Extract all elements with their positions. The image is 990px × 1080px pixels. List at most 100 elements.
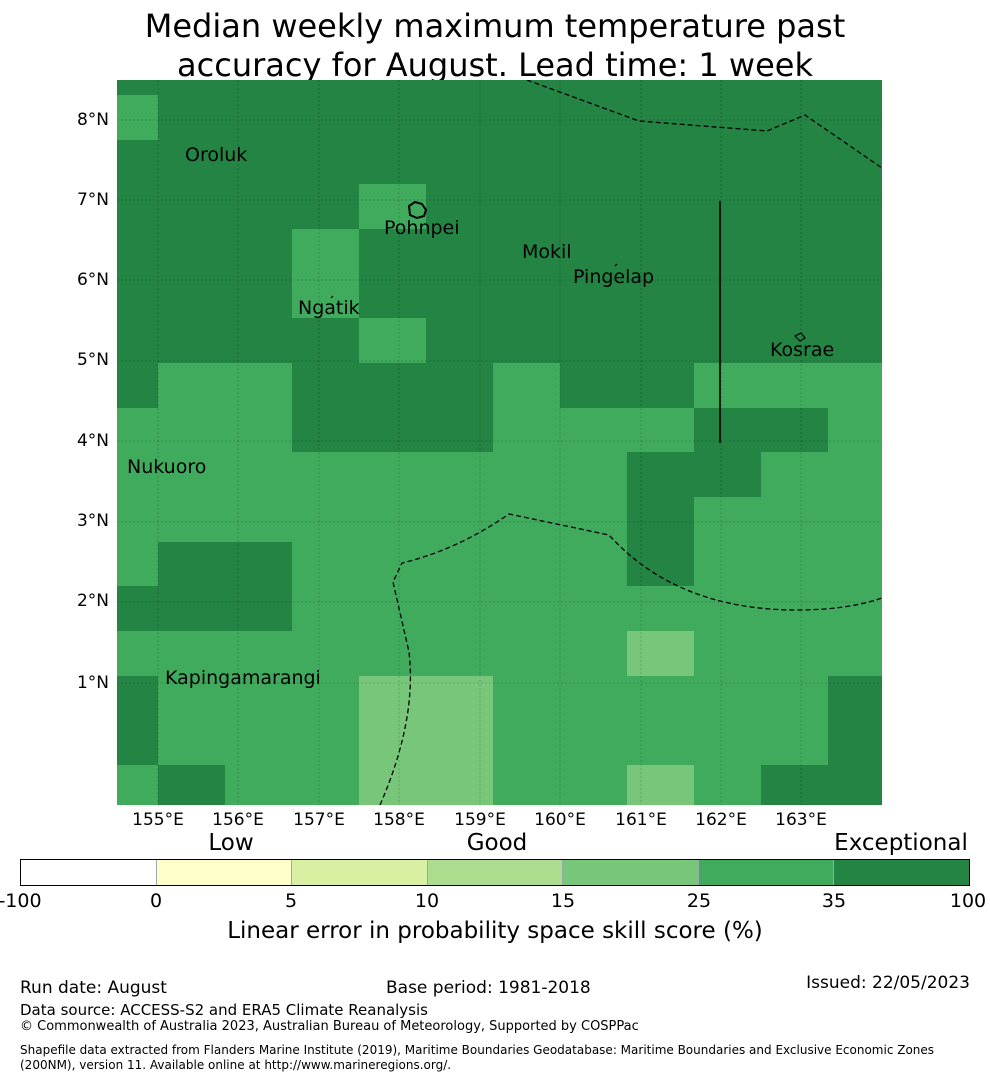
issued-date: Issued: 22/05/2023 <box>806 973 970 993</box>
skill-grid-cell <box>292 274 360 319</box>
skill-grid-cell <box>493 140 561 185</box>
skill-grid-cell <box>627 363 695 409</box>
skill-grid-cell <box>426 497 494 543</box>
skill-grid-cell <box>493 318 561 364</box>
skill-grid-cell <box>117 720 159 766</box>
skill-grid-cell <box>117 408 159 453</box>
skill-grid-cell <box>828 631 882 677</box>
skill-grid-cell <box>359 363 427 409</box>
skill-grid-cell <box>761 586 829 632</box>
skill-grid-cell <box>117 80 159 96</box>
skill-grid-cell <box>292 363 360 409</box>
lat-label-4n: 4°N <box>76 431 109 451</box>
skill-grid-cell <box>828 542 882 587</box>
skill-grid-cell <box>225 318 293 364</box>
skill-grid-cell <box>761 184 829 230</box>
skill-grid-cell <box>426 408 494 453</box>
skill-grid-cell <box>828 80 882 96</box>
skill-grid-cell <box>627 229 695 275</box>
skill-grid-cell <box>627 720 695 766</box>
skill-grid-cell <box>158 140 226 185</box>
skill-grid-cell <box>493 408 561 453</box>
colorbar-tick: -100 <box>0 890 42 912</box>
skill-grid-cell <box>426 363 494 409</box>
skill-grid-cell <box>117 318 159 364</box>
skill-grid-cell <box>158 452 226 498</box>
skill-grid-cell <box>292 140 360 185</box>
skill-grid-cell <box>117 229 159 275</box>
skill-grid-cell <box>158 586 226 632</box>
skill-grid-cell <box>627 497 695 543</box>
skill-grid-cell <box>493 274 561 319</box>
place-label-nukuoro: Nukuoro <box>127 456 206 478</box>
map-title-line-1: Median weekly maximum temperature past <box>144 7 846 45</box>
skill-grid-cell <box>117 184 159 230</box>
skill-grid-cell <box>117 363 159 409</box>
skill-grid-cell <box>694 274 762 319</box>
skill-grid-cell <box>292 497 360 543</box>
skill-grid-cell <box>560 318 628 364</box>
skill-grid-cell <box>828 586 882 632</box>
skill-grid-cell <box>292 184 360 230</box>
skill-grid-cell <box>627 452 695 498</box>
skill-grid-cell <box>359 497 427 543</box>
skill-grid-cell <box>560 140 628 185</box>
colorbar-segment <box>21 860 157 885</box>
colorbar-category-exceptional: Exceptional <box>834 830 968 856</box>
skill-grid-cell <box>359 676 427 721</box>
skill-grid-cell <box>627 184 695 230</box>
skill-grid-cell <box>493 676 561 721</box>
skill-grid-cell <box>828 765 882 805</box>
lat-label-5n: 5°N <box>76 350 109 370</box>
place-labels: Oroluk Pohnpei Mokil Pingelap Ngatik Kos… <box>127 144 834 689</box>
island-outlines <box>330 200 806 342</box>
pohnpei-island-outline <box>407 200 428 220</box>
skill-grid-cell <box>158 542 226 587</box>
skill-map: Oroluk Pohnpei Mokil Pingelap Ngatik Kos… <box>117 80 882 805</box>
skill-grid-cell <box>627 140 695 185</box>
skill-grid-cell <box>560 184 628 230</box>
colorbar-tick: 0 <box>149 890 163 912</box>
skill-grid-cell <box>426 318 494 364</box>
skill-grid-cell <box>359 274 427 319</box>
skill-grid-cell <box>292 229 360 275</box>
skill-grid-cell <box>158 720 226 766</box>
skill-grid-cell <box>694 586 762 632</box>
colorbar-segment <box>563 860 699 885</box>
skill-grid-cell <box>158 497 226 543</box>
skill-grid-cell <box>426 542 494 587</box>
skill-grid-cell <box>225 631 293 677</box>
skill-grid-cell <box>359 140 427 185</box>
skill-grid-cell <box>761 765 829 805</box>
lat-label-6n: 6°N <box>76 270 109 290</box>
skill-grid-cell <box>292 408 360 453</box>
skill-grid-cell <box>359 631 427 677</box>
skill-grid-cell <box>694 765 762 805</box>
skill-grid-cell <box>292 318 360 364</box>
skill-grid-cell <box>560 497 628 543</box>
skill-grid-cell <box>694 452 762 498</box>
skill-grid-cell <box>225 363 293 409</box>
skill-grid-cell <box>292 765 360 805</box>
skill-grid-cell <box>694 408 762 453</box>
skill-grid-cell <box>426 452 494 498</box>
place-label-ngatik: Ngatik <box>298 297 360 319</box>
skill-grid-cell <box>828 274 882 319</box>
skill-grid-cell <box>828 452 882 498</box>
skill-grid-cell <box>117 676 159 721</box>
skill-grid-cell <box>359 586 427 632</box>
colorbar-category-low: Low <box>208 830 254 856</box>
skill-grid-cell <box>828 497 882 543</box>
skill-grid-cell <box>359 80 427 96</box>
skill-grid-cell <box>694 676 762 721</box>
skill-grid-cell <box>158 631 226 677</box>
skill-grid-cell <box>117 765 159 805</box>
skill-grid-cell <box>627 318 695 364</box>
skill-grid-cell <box>225 408 293 453</box>
skill-grid-cell <box>493 363 561 409</box>
skill-grid-cell <box>493 80 561 96</box>
map-gridlines <box>117 80 882 805</box>
skill-grid-cell <box>158 363 226 409</box>
skill-grid-cell <box>560 676 628 721</box>
colorbar-tick: 10 <box>414 890 440 912</box>
